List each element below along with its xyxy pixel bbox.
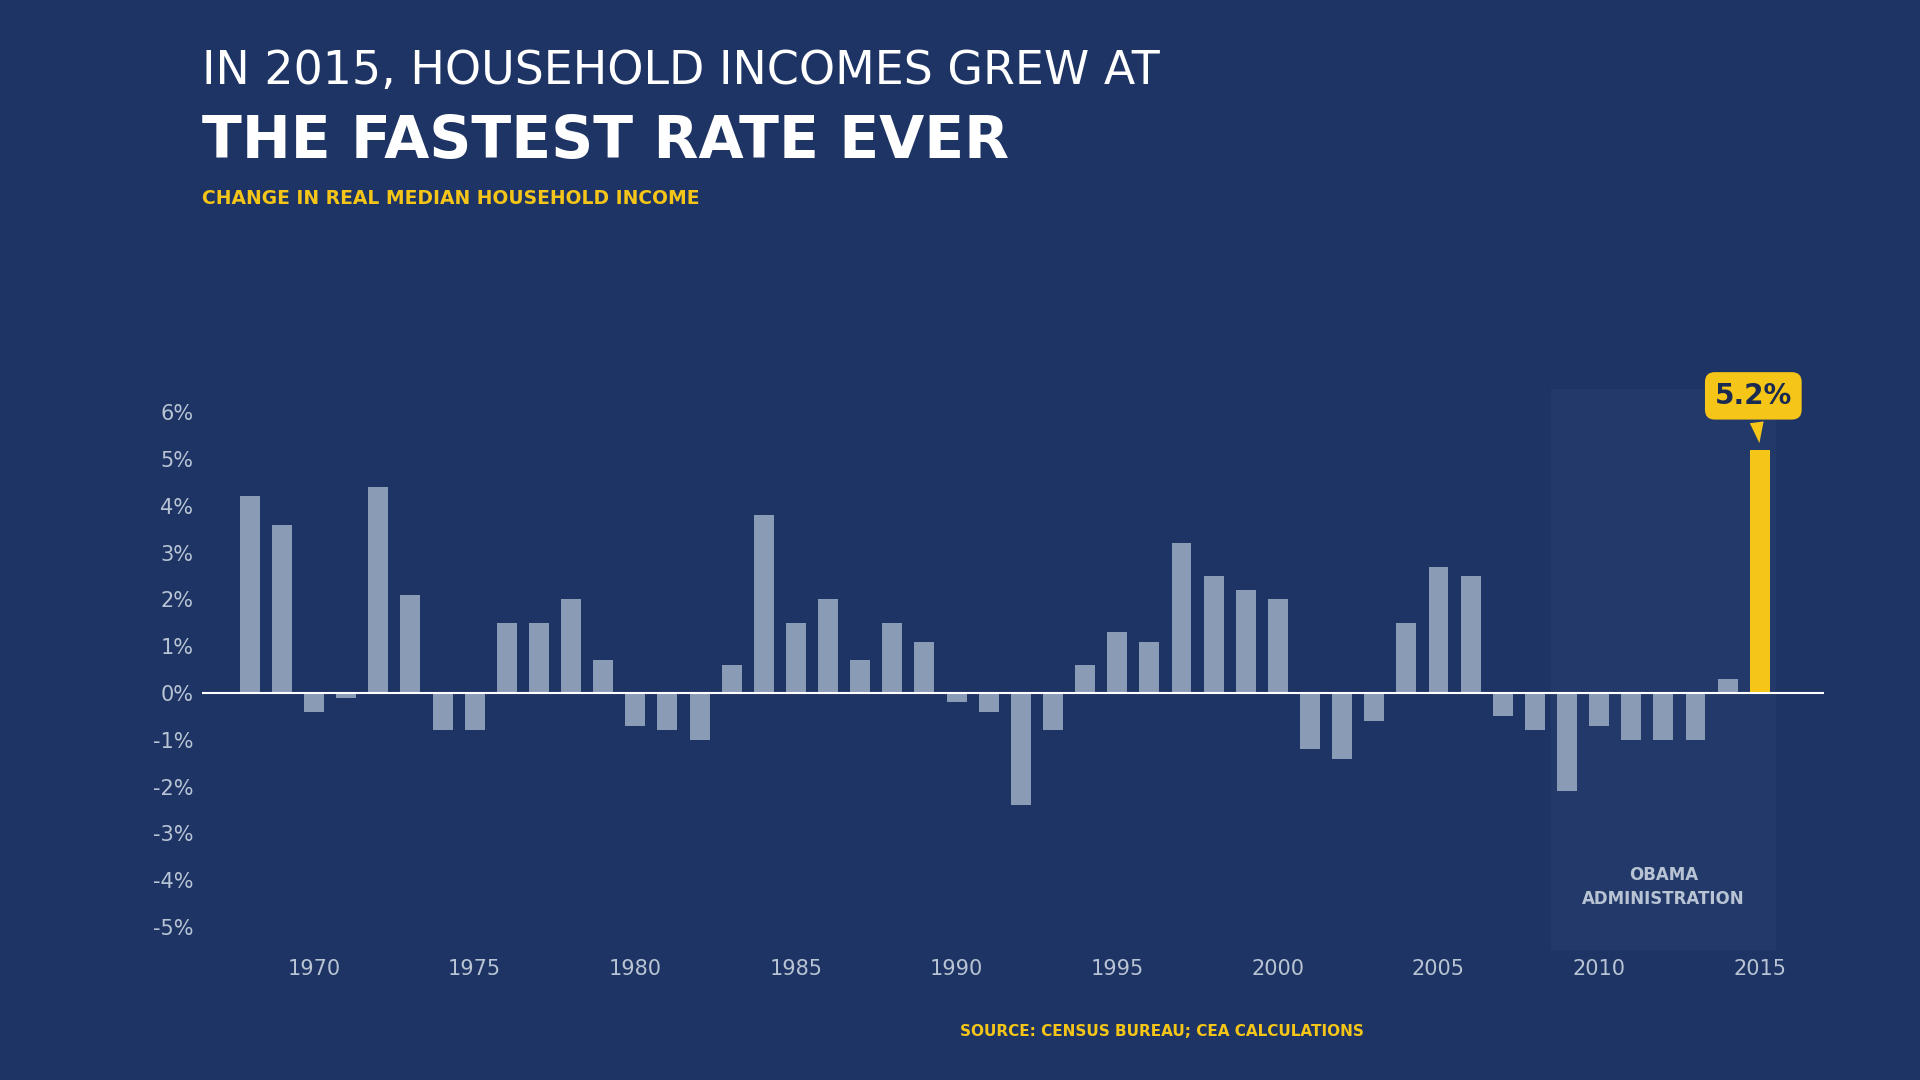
Bar — [1300, 693, 1319, 750]
Bar — [1620, 693, 1642, 740]
Bar — [657, 693, 678, 730]
Bar — [979, 693, 998, 712]
Bar — [1428, 567, 1448, 693]
Bar — [689, 693, 710, 740]
Bar — [818, 599, 837, 693]
Bar — [1043, 693, 1064, 730]
Bar — [303, 693, 324, 712]
Text: OBAMA
ADMINISTRATION: OBAMA ADMINISTRATION — [1582, 866, 1745, 908]
Bar — [1332, 693, 1352, 758]
Bar — [465, 693, 484, 730]
Bar — [1171, 543, 1192, 693]
Bar — [369, 487, 388, 693]
Bar — [1204, 576, 1223, 693]
Text: 5.2%: 5.2% — [1715, 382, 1791, 443]
Text: THE FASTEST RATE EVER: THE FASTEST RATE EVER — [202, 113, 1008, 171]
Bar — [593, 660, 612, 693]
Bar — [1075, 665, 1094, 693]
Bar — [1653, 693, 1674, 740]
Bar — [755, 515, 774, 693]
Bar — [497, 623, 516, 693]
Bar — [1139, 642, 1160, 693]
Bar — [1551, 389, 1776, 950]
Bar — [530, 623, 549, 693]
Bar — [1557, 693, 1576, 792]
Bar — [1267, 599, 1288, 693]
Bar — [1396, 623, 1417, 693]
Bar — [914, 642, 935, 693]
Bar — [336, 693, 355, 698]
Bar — [785, 623, 806, 693]
Bar — [1749, 449, 1770, 693]
Bar — [1010, 693, 1031, 806]
Bar — [1492, 693, 1513, 716]
Bar — [851, 660, 870, 693]
Bar — [401, 595, 420, 693]
Bar — [432, 693, 453, 730]
Bar — [1590, 693, 1609, 726]
Bar — [722, 665, 741, 693]
Bar — [1108, 632, 1127, 693]
Bar — [626, 693, 645, 726]
Bar — [561, 599, 582, 693]
Bar — [883, 623, 902, 693]
Text: IN 2015, HOUSEHOLD INCOMES GREW AT: IN 2015, HOUSEHOLD INCOMES GREW AT — [202, 49, 1160, 94]
Text: CHANGE IN REAL MEDIAN HOUSEHOLD INCOME: CHANGE IN REAL MEDIAN HOUSEHOLD INCOME — [202, 189, 699, 208]
Bar — [273, 525, 292, 693]
Bar — [1461, 576, 1480, 693]
Bar — [1365, 693, 1384, 721]
Bar — [1686, 693, 1705, 740]
Bar — [1718, 679, 1738, 693]
Bar — [1524, 693, 1546, 730]
Bar — [1236, 590, 1256, 693]
Bar — [240, 497, 259, 693]
Bar — [947, 693, 966, 702]
Text: SOURCE: CENSUS BUREAU; CEA CALCULATIONS: SOURCE: CENSUS BUREAU; CEA CALCULATIONS — [960, 1024, 1363, 1039]
